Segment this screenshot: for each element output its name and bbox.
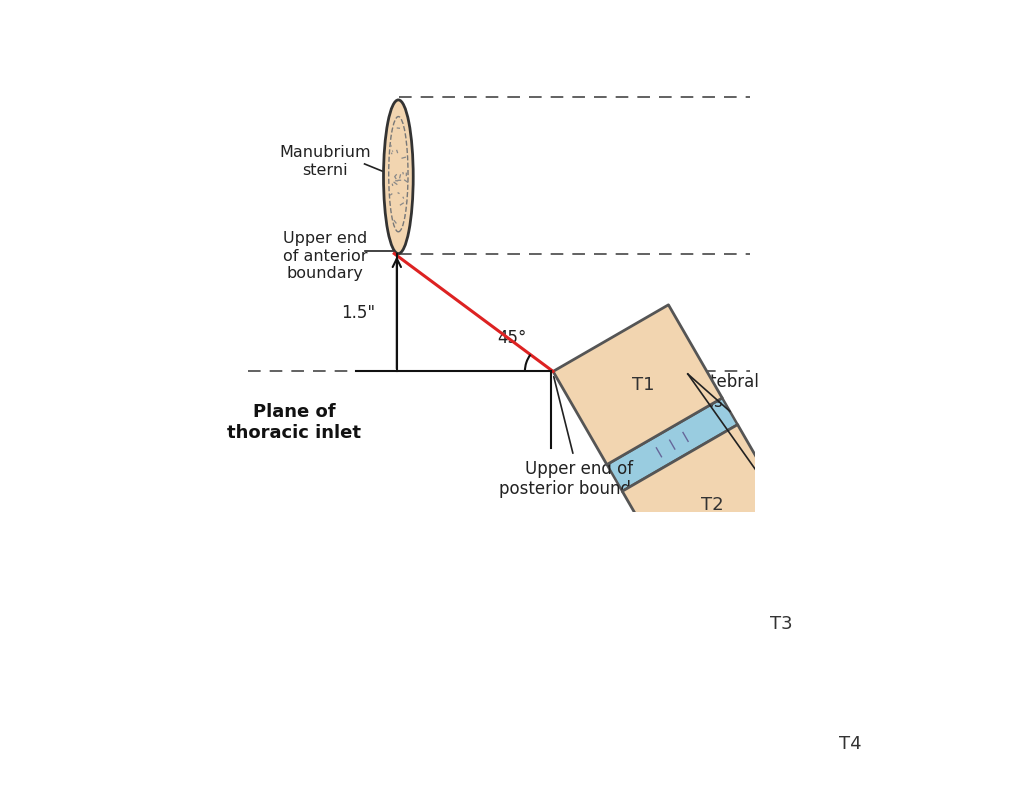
Text: Manubrium
sterni: Manubrium sterni: [280, 145, 370, 178]
Polygon shape: [607, 398, 738, 491]
Polygon shape: [676, 518, 807, 611]
Text: Upper end
of anterior
boundary: Upper end of anterior boundary: [283, 231, 367, 281]
Polygon shape: [691, 545, 861, 704]
Ellipse shape: [384, 100, 413, 254]
Text: T2: T2: [701, 495, 723, 514]
Text: Plane of
thoracic inlet: Plane of thoracic inlet: [227, 403, 361, 442]
Polygon shape: [814, 758, 945, 800]
Text: 45°: 45°: [497, 329, 526, 347]
Text: T3: T3: [770, 615, 793, 634]
Text: T1: T1: [632, 376, 654, 394]
Polygon shape: [622, 425, 792, 584]
Text: T4: T4: [839, 735, 862, 753]
Text: Intervertebral
discs: Intervertebral discs: [644, 373, 760, 411]
Text: 1.5": 1.5": [342, 303, 376, 322]
Text: Upper end of
posterior boundary: Upper end of posterior boundary: [499, 460, 658, 498]
Polygon shape: [745, 638, 876, 731]
Polygon shape: [761, 664, 930, 800]
Polygon shape: [553, 305, 722, 465]
